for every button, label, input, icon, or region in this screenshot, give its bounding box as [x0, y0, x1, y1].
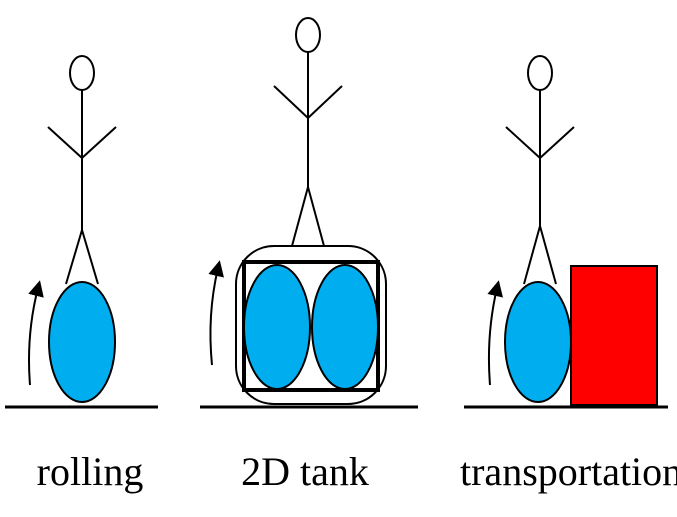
panel-rolling — [5, 55, 158, 409]
stick-figure-transportation — [505, 55, 575, 285]
stick-figure-tank — [273, 17, 343, 247]
rotation-arrow-rolling — [28, 280, 44, 386]
figure-arm-left — [505, 126, 541, 159]
figure-leg-left — [65, 229, 83, 285]
figure-head — [295, 17, 321, 53]
wheel-transportation — [504, 281, 572, 403]
figure-arm-left — [47, 126, 83, 159]
caption-2d-tank: 2D tank — [241, 449, 369, 494]
wheel-tank-left — [243, 264, 311, 390]
figure-leg-right — [81, 229, 99, 285]
caption-rolling: rolling — [36, 449, 144, 494]
figure-leg-right — [307, 186, 325, 247]
figure-leg-left — [291, 186, 309, 247]
figure-head — [69, 55, 95, 91]
figure-arm-right — [307, 85, 343, 119]
figure-head — [527, 55, 553, 91]
figure-arm-left — [273, 85, 309, 119]
wheel-rolling — [48, 281, 116, 403]
figure-leg-right — [539, 225, 557, 285]
caption-transportation: transportation — [460, 449, 677, 494]
panel-transportation — [464, 55, 668, 409]
cargo-box — [570, 265, 658, 406]
panel-2d-tank — [200, 17, 418, 409]
stick-figure-rolling — [47, 55, 117, 285]
wheel-tank-right — [311, 264, 379, 390]
rotation-arrow-tank — [208, 260, 224, 366]
figure-arm-right — [539, 126, 575, 159]
figure-arm-right — [81, 126, 117, 159]
figure-leg-left — [523, 225, 541, 285]
rotation-arrow-transportation — [487, 280, 503, 386]
